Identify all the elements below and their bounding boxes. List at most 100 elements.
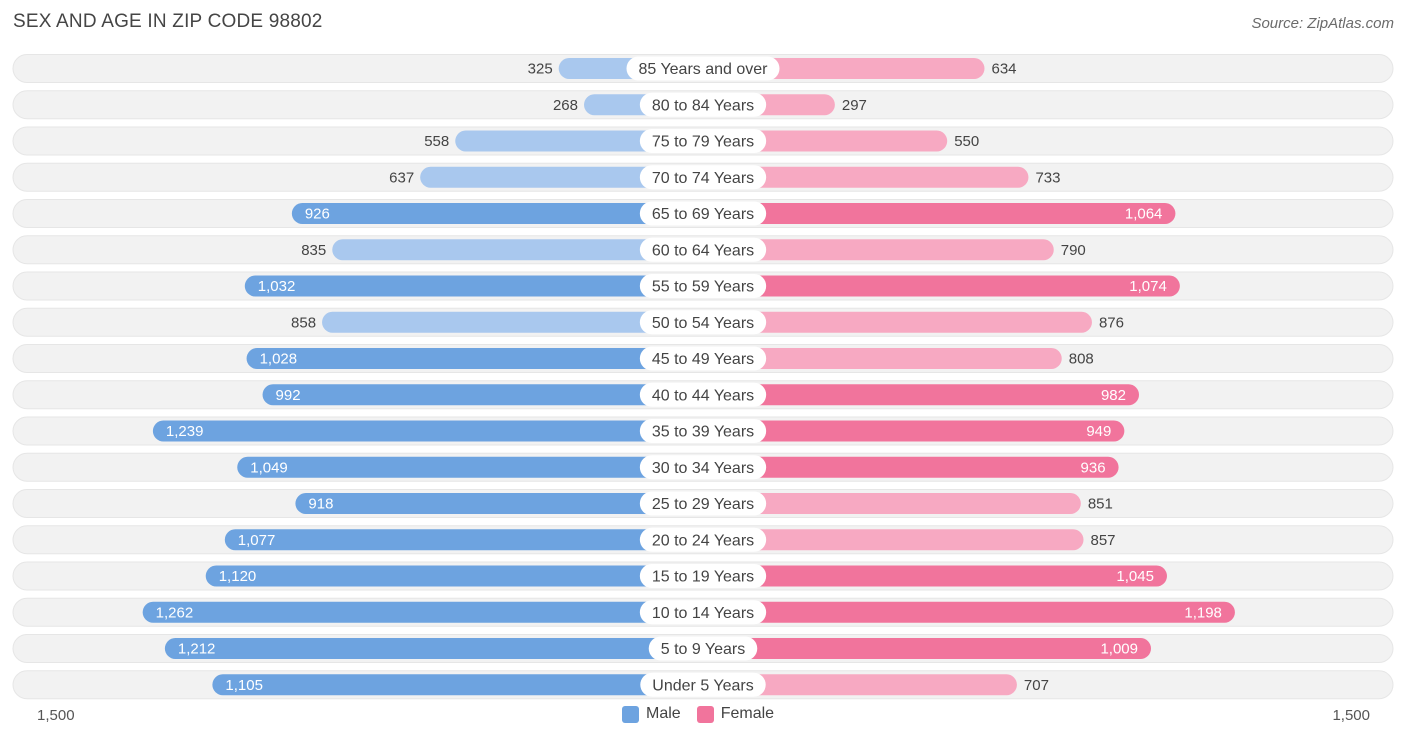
male-value-label: 1,120 bbox=[219, 568, 257, 585]
legend-item-female: Female bbox=[696, 705, 775, 723]
chart-title: SEX AND AGE IN ZIP CODE 98802 bbox=[13, 11, 323, 32]
category-pill bbox=[639, 527, 767, 552]
legend-label-male: Male bbox=[646, 705, 681, 722]
chart-row: 1,077 857 20 to 24 Years bbox=[12, 525, 1394, 555]
category-label: 30 to 34 Years bbox=[652, 460, 754, 477]
category-label: 45 to 49 Years bbox=[652, 351, 754, 368]
category-pill bbox=[639, 382, 767, 407]
category-label: 10 to 14 Years bbox=[652, 605, 754, 622]
male-value-label: 918 bbox=[308, 496, 333, 513]
female-bar bbox=[703, 275, 1180, 297]
category-pill bbox=[639, 346, 767, 371]
female-bar bbox=[703, 638, 1151, 659]
female-value-label: 1,064 bbox=[1125, 206, 1163, 223]
chart-row: 1,262 1,198 10 to 14 Years bbox=[12, 597, 1394, 627]
legend-item-male: Male bbox=[622, 705, 681, 723]
male-value-label: 1,028 bbox=[260, 351, 298, 368]
female-value-label: 808 bbox=[1069, 351, 1094, 368]
female-bar bbox=[703, 384, 1140, 406]
male-bar bbox=[205, 565, 703, 587]
category-label: 5 to 9 Years bbox=[661, 641, 746, 658]
female-bar bbox=[703, 348, 1062, 369]
chart-row: 835 790 60 to 64 Years bbox=[12, 235, 1394, 265]
female-bar bbox=[703, 239, 1054, 261]
category-pill bbox=[639, 564, 767, 588]
female-value-label: 550 bbox=[954, 133, 979, 150]
female-value-label: 876 bbox=[1099, 314, 1124, 331]
male-value-label: 926 bbox=[305, 206, 330, 223]
male-value-label: 1,049 bbox=[250, 459, 288, 476]
category-label: 50 to 54 Years bbox=[652, 315, 754, 332]
female-value-label: 1,045 bbox=[1116, 568, 1154, 585]
male-bar bbox=[244, 275, 704, 297]
female-bar bbox=[703, 420, 1125, 442]
category-pill bbox=[626, 56, 780, 81]
category-label: 85 Years and over bbox=[639, 61, 769, 78]
male-value-label: 268 bbox=[553, 97, 578, 114]
category-pill bbox=[640, 672, 766, 697]
category-label: 65 to 69 Years bbox=[652, 206, 754, 223]
female-value-label: 1,074 bbox=[1129, 278, 1167, 295]
female-value-label: 949 bbox=[1086, 423, 1111, 440]
male-bar bbox=[291, 203, 703, 224]
chart-row: 1,212 1,009 5 to 9 Years bbox=[12, 634, 1394, 663]
male-bar bbox=[142, 601, 703, 623]
female-bar bbox=[703, 601, 1235, 623]
male-value-label: 835 bbox=[301, 242, 326, 259]
legend-label-female: Female bbox=[720, 705, 775, 722]
female-bar bbox=[703, 203, 1176, 224]
female-value-label: 982 bbox=[1101, 387, 1126, 404]
male-value-label: 858 bbox=[291, 314, 316, 331]
category-label: 80 to 84 Years bbox=[652, 97, 754, 114]
chart-row: 858 876 50 to 54 Years bbox=[12, 307, 1394, 337]
category-label: 55 to 59 Years bbox=[652, 279, 754, 296]
legend-swatch-male bbox=[622, 705, 639, 723]
male-bar bbox=[237, 456, 703, 478]
category-label: 70 to 74 Years bbox=[652, 170, 754, 187]
male-bar bbox=[262, 384, 703, 406]
male-bar bbox=[295, 493, 703, 514]
category-pill bbox=[639, 237, 767, 262]
chart-row: 1,120 1,045 15 to 19 Years bbox=[12, 561, 1394, 591]
female-bar bbox=[703, 456, 1119, 478]
category-label: 15 to 19 Years bbox=[652, 569, 754, 586]
male-value-label: 558 bbox=[424, 133, 449, 150]
female-bar bbox=[703, 166, 1029, 188]
female-value-label: 790 bbox=[1061, 242, 1086, 259]
female-bar bbox=[703, 311, 1092, 333]
male-value-label: 1,239 bbox=[166, 423, 204, 440]
legend: Male Female bbox=[622, 705, 790, 723]
category-pill bbox=[648, 636, 758, 661]
male-bar bbox=[152, 420, 703, 442]
male-bar bbox=[164, 638, 703, 659]
category-pill bbox=[639, 165, 767, 190]
chart-row: 1,049 936 30 to 34 Years bbox=[12, 452, 1394, 482]
category-pill bbox=[639, 455, 767, 480]
male-bar bbox=[332, 239, 703, 261]
female-value-label: 733 bbox=[1035, 169, 1060, 186]
category-pill bbox=[639, 201, 767, 226]
chart-row: 918 851 25 to 29 Years bbox=[12, 489, 1394, 518]
legend-swatch-female bbox=[696, 705, 714, 723]
chart-row: 558 550 75 to 79 Years bbox=[12, 126, 1394, 156]
female-bar bbox=[703, 565, 1167, 587]
category-label: 40 to 44 Years bbox=[652, 387, 754, 404]
category-pill bbox=[639, 600, 767, 625]
male-value-label: 1,262 bbox=[156, 604, 194, 621]
axis-right-label: 1,500 bbox=[1332, 707, 1370, 724]
female-value-label: 857 bbox=[1091, 532, 1116, 549]
female-value-label: 297 bbox=[842, 97, 867, 114]
male-bar bbox=[212, 674, 703, 696]
category-pill bbox=[639, 92, 767, 117]
male-value-label: 1,032 bbox=[258, 278, 296, 295]
chart-row: 268 297 80 to 84 Years bbox=[12, 90, 1394, 120]
male-value-label: 1,105 bbox=[225, 677, 263, 694]
chart-row: 1,105 707 Under 5 Years bbox=[12, 670, 1394, 700]
female-value-label: 851 bbox=[1088, 496, 1113, 513]
category-label: Under 5 Years bbox=[652, 677, 753, 694]
male-value-label: 637 bbox=[389, 169, 414, 186]
chart-row: 926 1,064 65 to 69 Years bbox=[12, 199, 1394, 228]
male-bar bbox=[224, 529, 703, 551]
category-label: 60 to 64 Years bbox=[652, 242, 754, 259]
